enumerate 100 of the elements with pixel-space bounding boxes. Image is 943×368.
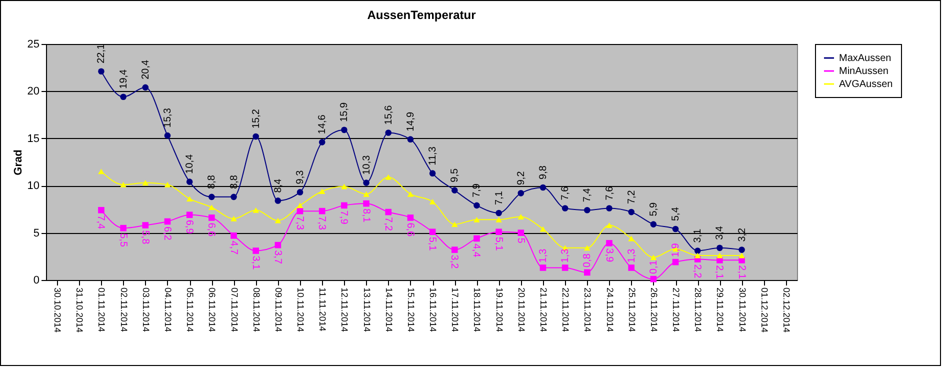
x-tick-label: 20.11.2014 [516, 288, 526, 332]
data-label: 9,8 [538, 165, 549, 180]
data-label: 7,2 [626, 190, 638, 204]
data-label: 5,8 [139, 230, 150, 245]
point [98, 206, 104, 214]
data-label: 22,1 [96, 43, 108, 64]
point [385, 174, 392, 180]
point [98, 168, 104, 174]
point [363, 191, 370, 197]
point [518, 190, 524, 196]
data-label: 3,1 [250, 256, 261, 270]
data-label: 9,2 [516, 170, 527, 186]
x-tick-label: 07.11.2014 [229, 288, 240, 332]
point [341, 126, 348, 134]
point [496, 216, 502, 222]
point [252, 207, 259, 213]
point [451, 222, 458, 228]
point [164, 218, 171, 225]
point [120, 224, 126, 232]
x-tick-label: 04.11.2014 [162, 288, 173, 332]
point [252, 133, 259, 140]
point [385, 208, 392, 216]
point [318, 139, 326, 146]
point [142, 84, 149, 91]
point [518, 214, 524, 220]
x-tick-label: 12.11.2014 [340, 288, 350, 332]
data-label: 8,1 [360, 208, 372, 223]
data-label: 3,2 [736, 227, 748, 242]
data-label: 7,3 [294, 216, 306, 230]
y-tick-label: 25 [27, 38, 40, 50]
point [296, 189, 304, 196]
point [318, 188, 326, 194]
data-label: 6,9 [184, 220, 195, 234]
data-label: 3,2 [448, 254, 460, 270]
point [628, 236, 634, 242]
data-label: 2,1 [714, 265, 725, 280]
data-label: 7,6 [604, 186, 616, 200]
y-tick-label: 15 [27, 132, 40, 145]
point [296, 208, 304, 214]
point [540, 264, 546, 271]
data-label: 7,6 [560, 186, 572, 200]
point [341, 184, 348, 190]
x-tick-label: 21.11.2014 [538, 288, 548, 332]
data-label: 15,2 [250, 108, 262, 129]
point [606, 205, 612, 212]
point [584, 206, 590, 214]
point [274, 242, 282, 248]
data-label: 1,3 [560, 248, 572, 263]
data-label: 14,6 [317, 114, 328, 134]
data-label: 14,9 [405, 111, 416, 132]
x-tick-label: 24.11.2014 [604, 288, 615, 332]
data-label: 7,4 [95, 215, 106, 230]
x-tick-label: 02.12.2014 [781, 288, 792, 333]
y-tick-label: 10 [27, 180, 40, 192]
point [451, 187, 458, 194]
data-label: 6,6 [206, 222, 217, 238]
point [407, 136, 414, 142]
data-label: 9,3 [295, 170, 306, 184]
point [208, 204, 215, 210]
x-tick-label: 11.11.2014 [318, 288, 328, 332]
x-tick-label: 01.11.2014 [96, 288, 107, 332]
data-label: 3,7 [272, 250, 283, 264]
point [474, 235, 480, 242]
data-label: 15,9 [339, 102, 350, 122]
point [584, 269, 590, 276]
data-label: 15,6 [383, 104, 394, 125]
y-tick-label: 0 [33, 274, 40, 286]
point [186, 178, 193, 185]
point [318, 208, 326, 214]
point [164, 132, 171, 139]
x-tick-label: 02.11.2014 [118, 288, 129, 332]
data-label: 5 [514, 238, 526, 244]
point [540, 184, 546, 191]
point [562, 205, 568, 212]
data-label: 4,7 [228, 240, 239, 255]
point [562, 264, 568, 271]
x-tick-label: 30.11.2014 [737, 288, 748, 332]
point [694, 252, 701, 258]
point [230, 232, 237, 239]
data-label: 0,1 [648, 260, 660, 274]
x-tick-label: 18.11.2014 [472, 288, 482, 332]
point [186, 212, 193, 218]
x-tick-label: 31.10.2014 [74, 288, 85, 333]
point [474, 202, 480, 209]
x-tick-label: 01.12.2014 [759, 288, 770, 333]
y-axis-title: Grad [12, 150, 24, 176]
legend-label: MinAussen [839, 66, 888, 77]
point [252, 248, 259, 254]
point [98, 68, 104, 75]
data-label: 3,1 [692, 228, 704, 243]
point [606, 240, 612, 246]
y-tick-label: 20 [27, 86, 40, 98]
point [363, 200, 370, 207]
point [230, 216, 237, 222]
point [341, 202, 348, 209]
data-label: 11,3 [428, 146, 439, 166]
point [716, 252, 723, 258]
point [540, 226, 546, 232]
data-label: 9,5 [450, 168, 461, 182]
x-tick-label: 17.11.2014 [450, 288, 460, 332]
